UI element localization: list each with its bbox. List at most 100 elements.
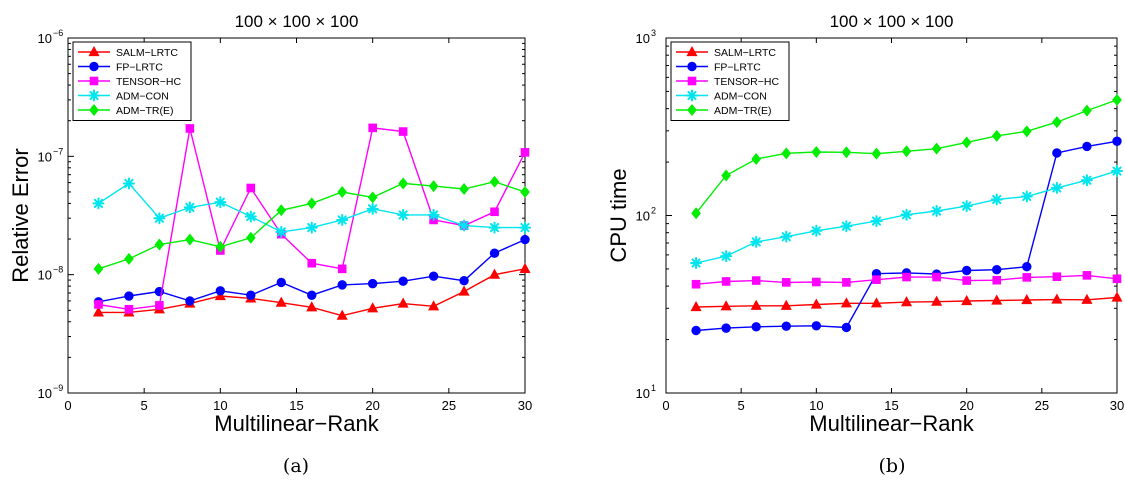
legend: SALM−LRTC FP−LRTC TENSOR−HC ADM−CON ADM−TR(E… [72, 41, 192, 121]
data-point [337, 280, 347, 290]
data-point [520, 185, 530, 198]
legend-marker [687, 104, 697, 116]
data-point [459, 182, 469, 195]
data-point [307, 290, 317, 300]
data-point [154, 238, 165, 251]
data-point [691, 279, 701, 289]
data-point [781, 147, 792, 160]
series-adm-con [690, 165, 1123, 270]
data-point [870, 297, 883, 308]
data-point [215, 286, 226, 296]
x-tick-label: 0 [662, 398, 669, 413]
legend-label: ADM−CON [714, 91, 767, 103]
y-tick-exponent: −6 [53, 28, 63, 38]
data-point [305, 221, 318, 234]
data-point [94, 300, 103, 309]
data-point [368, 123, 377, 133]
y-tick-exponent: −7 [53, 146, 63, 156]
data-point [750, 235, 763, 248]
caption-a: (a) [283, 455, 309, 477]
data-point [276, 277, 286, 288]
data-point [306, 301, 318, 312]
data-point [751, 153, 762, 166]
y-tick-label: 10 [636, 31, 650, 46]
legend-marker [687, 76, 697, 86]
data-point [124, 252, 134, 265]
legend-label: ADM−TR(E) [116, 105, 173, 117]
data-point [840, 220, 853, 233]
data-point [991, 294, 1003, 305]
y-tick-label: 10 [636, 386, 650, 401]
data-point [900, 208, 913, 221]
data-point [488, 221, 501, 234]
x-tick-label: 20 [365, 398, 379, 413]
data-point [960, 200, 973, 213]
y-tick-label: 10 [38, 149, 52, 164]
data-point [811, 321, 822, 331]
legend-label: SALM−LRTC [116, 47, 178, 59]
legend-entry: ADM−TR(E) [78, 104, 173, 117]
data-point [276, 204, 287, 217]
data-point [246, 183, 256, 193]
data-point [367, 278, 378, 289]
data-point [720, 250, 733, 263]
x-tick-label: 5 [141, 398, 148, 413]
data-point [751, 322, 761, 332]
legend-label: ADM−TR(E) [714, 105, 771, 117]
data-point [841, 322, 852, 333]
data-point [275, 296, 287, 307]
data-point [519, 262, 531, 273]
data-point [992, 275, 1002, 285]
data-point [155, 301, 164, 310]
data-point [185, 124, 195, 133]
legend-entry: TENSOR−HC [78, 76, 181, 88]
data-point [92, 306, 105, 317]
data-point [185, 233, 195, 246]
data-point [1082, 141, 1092, 152]
legend-marker [89, 61, 99, 72]
x-tick-label: 15 [884, 398, 898, 413]
data-point [1111, 165, 1123, 178]
series-adm-con [92, 177, 531, 238]
data-point [93, 262, 104, 275]
legend-label: SALM−LRTC [714, 47, 776, 59]
legend-entry: ADM−CON [78, 89, 169, 103]
data-point [336, 213, 349, 226]
data-point [751, 276, 761, 285]
legend-marker [89, 76, 99, 86]
legend-marker [686, 89, 698, 102]
data-point [1112, 274, 1122, 284]
data-point [690, 300, 702, 312]
data-point [901, 145, 912, 158]
data-point [428, 271, 439, 281]
data-point [489, 248, 500, 258]
data-point [721, 169, 731, 182]
data-point [428, 300, 440, 311]
x-tick-label: 30 [1110, 398, 1124, 413]
data-point [122, 177, 135, 190]
data-point [336, 309, 348, 320]
data-point [1111, 291, 1123, 302]
legend-label: TENSOR−HC [116, 76, 181, 88]
data-point [691, 207, 701, 220]
data-point [458, 219, 471, 232]
data-point [690, 257, 703, 270]
data-point [1112, 93, 1122, 106]
y-tick-label: 10 [38, 386, 52, 401]
data-point [930, 205, 943, 218]
data-point [1081, 293, 1093, 304]
data-point [902, 272, 911, 282]
data-point [246, 290, 256, 300]
series-adm-tr-e [691, 93, 1122, 220]
y-tick-label: 10 [636, 209, 650, 224]
data-point [811, 145, 822, 158]
data-point [244, 210, 257, 223]
x-axis-label: Multilinear−Rank [214, 411, 379, 436]
data-point [1021, 125, 1032, 138]
data-point [721, 323, 731, 333]
series-fp-lrtc [93, 234, 530, 307]
y-axis-label: Relative Error [8, 148, 33, 282]
data-point [275, 225, 288, 238]
data-point [781, 278, 791, 287]
data-point [1020, 190, 1033, 203]
